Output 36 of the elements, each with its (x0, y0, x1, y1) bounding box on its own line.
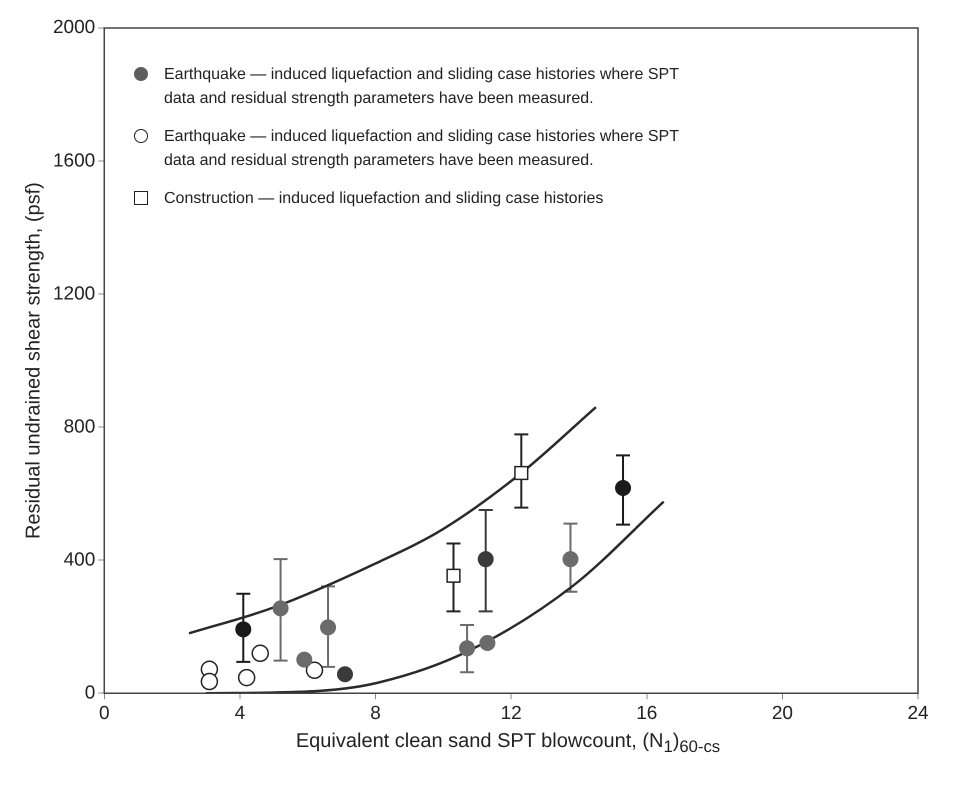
y-tick-label: 0 (84, 682, 96, 704)
point (478, 551, 494, 568)
y-tick-label: 400 (64, 549, 96, 570)
point (306, 662, 324, 679)
point (200, 672, 218, 690)
x-tick-label: 4 (234, 702, 246, 724)
line-series (188, 406, 598, 635)
point (272, 600, 289, 616)
line-series (204, 500, 665, 694)
x-tick-label: 12 (500, 702, 522, 724)
point (320, 619, 336, 636)
point (514, 466, 528, 480)
point (336, 666, 353, 682)
x-axis-title: Equivalent clean sand SPT blowcount, (N$_{1}$)$_{60-cs}$ (294, 730, 722, 757)
legend-label: Earthquake — induced liquefaction and sliding case histories where SPT data and residual strength parameters have been measured. (164, 65, 680, 109)
legend-label: Construction — induced liquefaction and sliding case histories (164, 189, 604, 209)
x-tick-label: 8 (370, 702, 381, 724)
x-tick-label: 24 (907, 702, 929, 724)
point (238, 668, 256, 686)
point (251, 644, 269, 662)
point (459, 640, 476, 656)
point (446, 568, 461, 583)
y-axis-title: Residual undrained shear strength, (psf) (22, 182, 45, 540)
y-tick-label: 800 (64, 416, 96, 438)
point (562, 551, 578, 568)
y-tick-label: 1200 (52, 283, 96, 304)
x-tick-label: 16 (636, 702, 658, 724)
point (615, 480, 632, 496)
y-tick-label: 2000 (52, 17, 96, 38)
point (296, 652, 312, 668)
point (479, 634, 496, 651)
x-tick-label: 20 (772, 702, 793, 724)
x-tick-label: 0 (98, 702, 110, 724)
legend-label: Earthquake — induced liquefaction and sliding case histories where SPT data and residual strength parameters have been measured. (164, 127, 680, 171)
y-tick-label: 1600 (52, 150, 96, 172)
point (235, 621, 252, 638)
